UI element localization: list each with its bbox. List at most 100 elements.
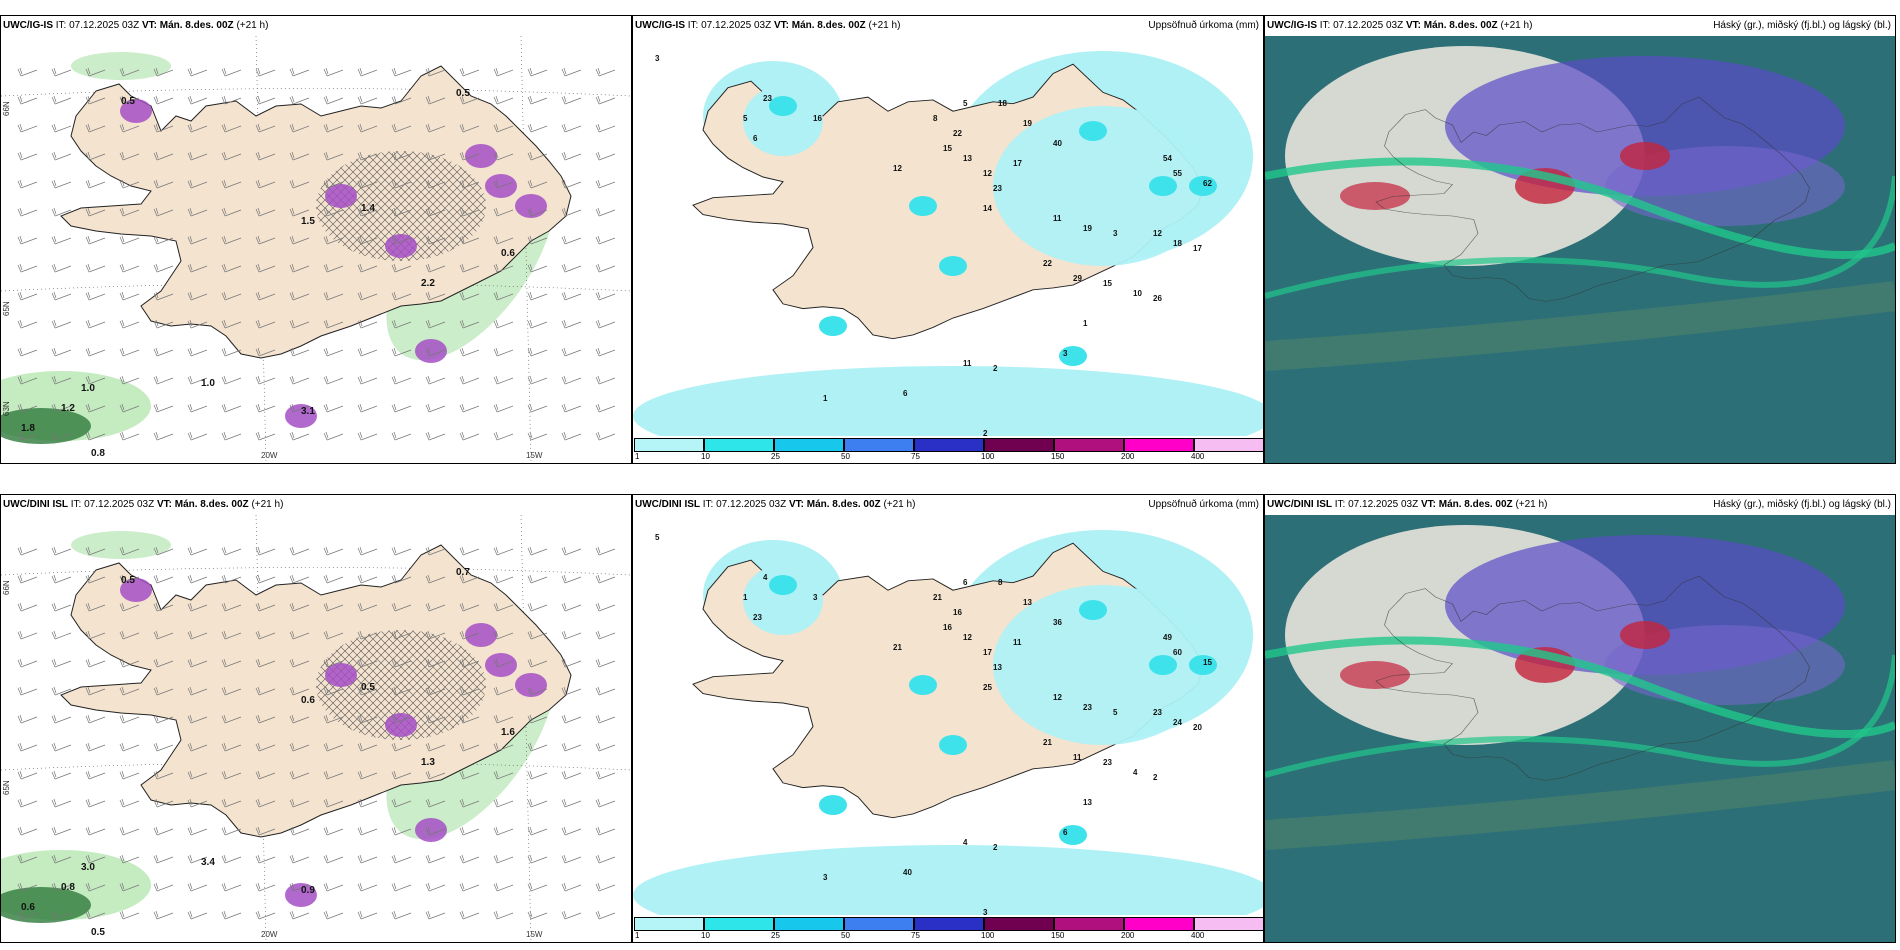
wind-barb bbox=[187, 882, 208, 892]
wind-barb bbox=[527, 882, 548, 892]
wind-barb bbox=[561, 826, 582, 836]
wind-area bbox=[71, 52, 171, 80]
wind-barb bbox=[289, 67, 310, 77]
wind-barb bbox=[357, 347, 378, 357]
wind-barb bbox=[153, 882, 174, 892]
wind-barb bbox=[391, 95, 412, 105]
wind-barb bbox=[119, 546, 140, 556]
wind-barb bbox=[425, 403, 446, 413]
wind-barb bbox=[391, 347, 412, 357]
wind-barb bbox=[255, 630, 276, 640]
wind-barb bbox=[595, 375, 616, 385]
wind-barb bbox=[323, 910, 344, 920]
wind-barb bbox=[51, 546, 72, 556]
wind-barb bbox=[187, 714, 208, 724]
precip-area bbox=[993, 585, 1213, 745]
wind-barb bbox=[221, 602, 242, 612]
wind-barb bbox=[255, 714, 276, 724]
precip-value: 36 bbox=[1053, 618, 1062, 627]
wind-barb bbox=[493, 546, 514, 556]
wind-barb bbox=[357, 574, 378, 584]
wind-barb bbox=[425, 602, 446, 612]
wind-barb bbox=[119, 910, 140, 920]
wind-barb bbox=[493, 235, 514, 245]
precip-value: 13 bbox=[1083, 798, 1092, 807]
wind-barb bbox=[357, 263, 378, 273]
wind-barb bbox=[459, 546, 480, 556]
wind-barb bbox=[85, 602, 106, 612]
wind-barb bbox=[221, 123, 242, 133]
precip-core bbox=[1059, 825, 1087, 845]
wind-barb bbox=[527, 431, 548, 441]
wind-barb bbox=[85, 714, 106, 724]
wind-barb bbox=[289, 798, 310, 808]
precip-title: Uppsöfnuð úrkoma (mm) bbox=[1148, 499, 1259, 510]
precip-value: 6 bbox=[753, 134, 758, 143]
colorbar-tick-label: 10 bbox=[701, 452, 710, 461]
wind-barb bbox=[595, 714, 616, 724]
wind-barb bbox=[323, 291, 344, 301]
wind-barb bbox=[17, 910, 38, 920]
wind-barb bbox=[527, 910, 548, 920]
colorbar-tick-label: 75 bbox=[911, 931, 920, 940]
cloud-map-panel-row2: UWC/DINI ISL IT: 07.12.2025 03Z VT: Mán.… bbox=[1264, 494, 1896, 943]
wind-barb bbox=[527, 798, 548, 808]
wind-barb bbox=[561, 630, 582, 640]
precip-value: 23 bbox=[763, 94, 772, 103]
wind-barb bbox=[391, 714, 412, 724]
panel-header: UWC/DINI ISL IT: 07.12.2025 03Z VT: Mán.… bbox=[633, 495, 1263, 515]
wind-barb bbox=[187, 207, 208, 217]
precip-map-panel-row2: UWC/DINI ISL IT: 07.12.2025 03Z VT: Mán.… bbox=[632, 494, 1264, 943]
wind-barb bbox=[85, 95, 106, 105]
wind-barb bbox=[289, 882, 310, 892]
precip-value: 10 bbox=[1133, 289, 1142, 298]
wind-barb bbox=[595, 742, 616, 752]
wind-barb bbox=[289, 658, 310, 668]
precip-core bbox=[819, 316, 847, 336]
wind-barb bbox=[221, 151, 242, 161]
wind-barb bbox=[255, 151, 276, 161]
it-value: 07.12.2025 03Z bbox=[1333, 20, 1404, 31]
wind-barb bbox=[153, 770, 174, 780]
high-cloud bbox=[1605, 146, 1845, 226]
longitude-label: 15W bbox=[526, 451, 543, 460]
wind-barb bbox=[221, 179, 242, 189]
wind-barb bbox=[153, 714, 174, 724]
wind-barb bbox=[51, 686, 72, 696]
wind-barb bbox=[323, 574, 344, 584]
wind-barb bbox=[17, 319, 38, 329]
wind-barb bbox=[187, 574, 208, 584]
panel-header: UWC/DINI ISL IT: 07.12.2025 03Z VT: Mán.… bbox=[1, 495, 631, 515]
wind-barb bbox=[289, 630, 310, 640]
wind-barb bbox=[221, 95, 242, 105]
wind-barb bbox=[357, 686, 378, 696]
wind-barb bbox=[17, 403, 38, 413]
wind-barb bbox=[425, 151, 446, 161]
precip-value: 49 bbox=[1163, 633, 1172, 642]
wind-barb bbox=[595, 319, 616, 329]
wind-barb bbox=[51, 770, 72, 780]
wind-barb bbox=[85, 882, 106, 892]
precip-value: 3 bbox=[655, 54, 660, 63]
panel-header: UWC/IG-IS IT: 07.12.2025 03Z VT: Mán. 8.… bbox=[1, 16, 631, 36]
wind-barb bbox=[527, 546, 548, 556]
wind-barb bbox=[51, 207, 72, 217]
precip-spot bbox=[285, 404, 317, 428]
wind-barb bbox=[357, 431, 378, 441]
wind-barb bbox=[561, 179, 582, 189]
wind-barb bbox=[425, 375, 446, 385]
wind-barb bbox=[493, 123, 514, 133]
wind-barb bbox=[595, 263, 616, 273]
wind-barb bbox=[289, 431, 310, 441]
precip-value: 17 bbox=[983, 648, 992, 657]
wind-barb bbox=[17, 686, 38, 696]
wind-barb bbox=[595, 179, 616, 189]
wind-barb bbox=[493, 854, 514, 864]
wind-barb bbox=[357, 882, 378, 892]
wind-barb bbox=[153, 235, 174, 245]
wind-barb bbox=[357, 546, 378, 556]
cloud-title: Háský (gr.), miðský (fj.bl.) og lágský (… bbox=[1713, 20, 1891, 31]
wind-barb bbox=[255, 67, 276, 77]
mid-cloud bbox=[1620, 621, 1670, 649]
wind-barb bbox=[221, 375, 242, 385]
